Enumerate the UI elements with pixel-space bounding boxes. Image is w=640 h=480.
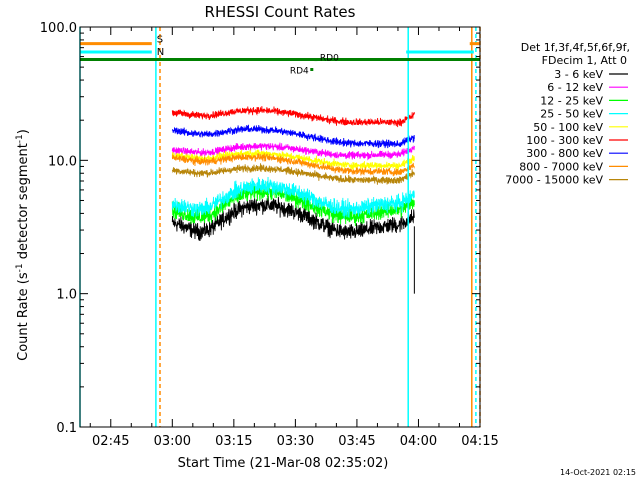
- legend-entry-label: 12 - 25 keV: [540, 94, 603, 107]
- x-axis-label: Start Time (21-Mar-08 02:35:02): [178, 456, 389, 471]
- legend-header-line-2: FDecim 1, Att 0: [542, 54, 627, 67]
- x-tick-label: 03:30: [277, 434, 314, 449]
- legend-entry-label: 300 - 800 keV: [526, 147, 603, 160]
- decimation-marker-label: RD0: [320, 54, 339, 64]
- series-line: [171, 163, 415, 185]
- overlay-layer: SN RD4 RD0: [79, 27, 481, 427]
- x-axis: 02:45 03:00 03:15 03:30 03:45 04:00 04:15: [89, 27, 499, 449]
- y-tick-label: 1.0: [56, 288, 77, 303]
- x-tick-label: 03:45: [338, 434, 375, 449]
- series-line: [171, 106, 415, 128]
- series-line: [171, 176, 415, 220]
- decimation-marker-label: RD4: [290, 67, 309, 77]
- segment-label: S: [157, 35, 163, 46]
- series-line: [171, 195, 415, 241]
- x-tick-label: 04:00: [400, 434, 437, 449]
- y-axis: 0.1 1.0 10.0 100.0: [40, 21, 480, 436]
- legend-entry-label: 3 - 6 keV: [554, 68, 603, 81]
- y-tick-label: 0.1: [56, 421, 77, 436]
- chart-title: RHESSI Count Rates: [205, 3, 356, 21]
- x-tick-label: 02:45: [92, 434, 129, 449]
- footer-timestamp: 14-Oct-2021 02:15: [560, 468, 636, 477]
- legend-entry-label: 100 - 300 keV: [526, 134, 603, 147]
- data-layer: [171, 106, 415, 294]
- series-line: [171, 149, 415, 170]
- legend-entry-label: 7000 - 15000 keV: [505, 174, 603, 187]
- legend-entry-label: 25 - 50 keV: [540, 108, 603, 121]
- x-tick-label: 04:15: [461, 434, 498, 449]
- decimation-marker: [310, 68, 314, 72]
- series-line: [171, 124, 415, 149]
- series-line: [171, 153, 415, 177]
- series-line: [171, 142, 415, 161]
- y-axis-label: Count Rate (s-1 detector segment-1): [15, 129, 31, 361]
- legend: Det 1f,3f,4f,5f,6f,9f, FDecim 1, Att 0 3…: [505, 41, 630, 187]
- segment-label: N: [157, 47, 164, 58]
- legend-entry-label: 800 - 7000 keV: [519, 160, 603, 173]
- legend-entry-label: 6 - 12 keV: [547, 81, 603, 94]
- legend-header-line-1: Det 1f,3f,4f,5f,6f,9f,: [521, 41, 630, 54]
- y-tick-label: 10.0: [48, 154, 77, 169]
- decimation-marker: [314, 58, 318, 62]
- plot-frame: [79, 26, 481, 428]
- y-tick-label: 100.0: [40, 21, 77, 36]
- x-tick-label: 03:15: [215, 434, 252, 449]
- x-tick-label: 03:00: [154, 434, 191, 449]
- legend-entry-label: 50 - 100 keV: [533, 121, 603, 134]
